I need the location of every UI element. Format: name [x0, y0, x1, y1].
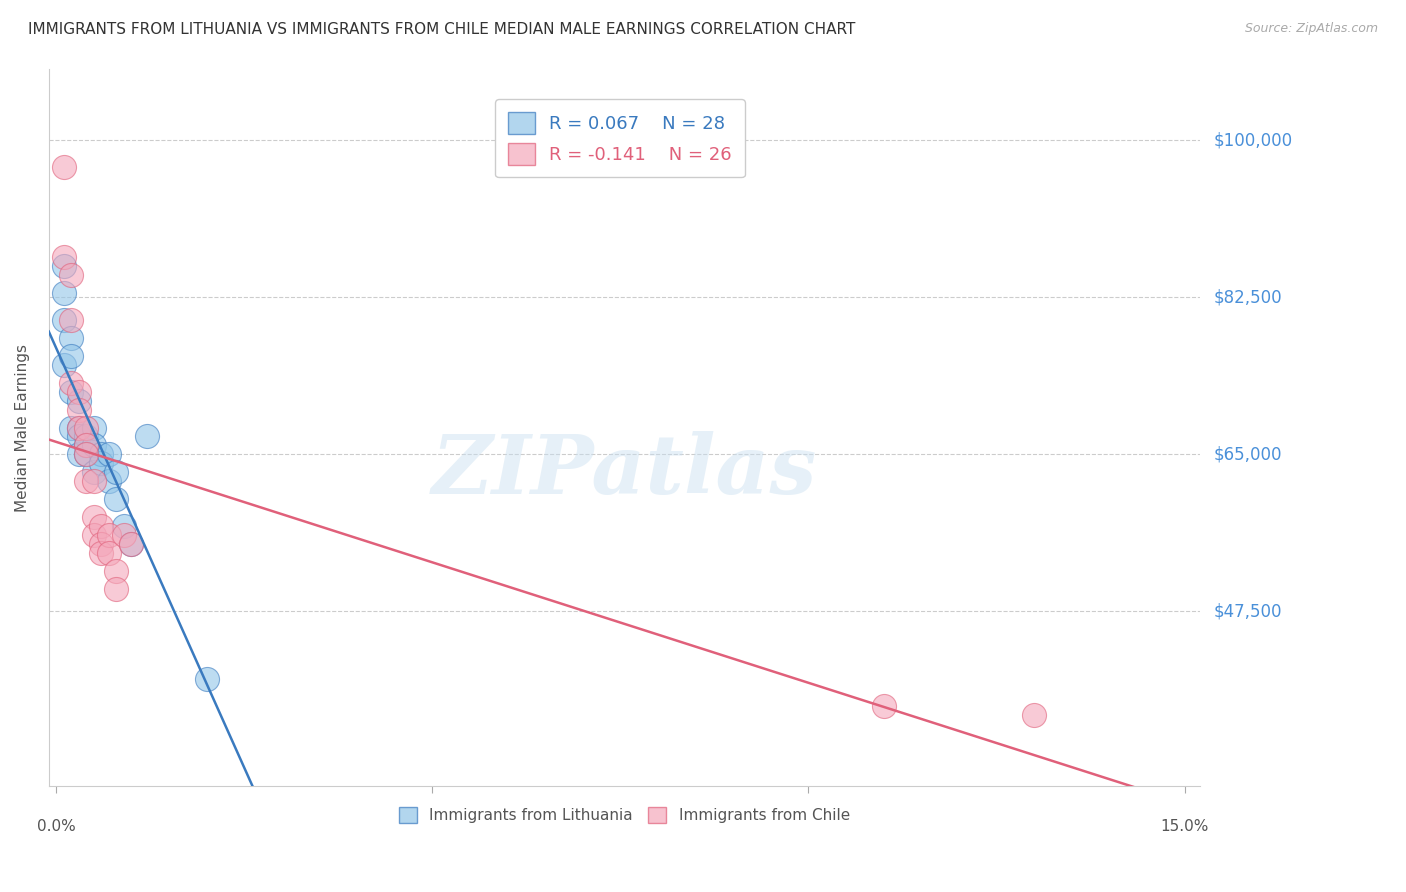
- Point: [121, 537, 143, 551]
- Point: [97, 528, 120, 542]
- Point: [75, 447, 97, 461]
- Point: [97, 447, 120, 461]
- Point: [60, 384, 83, 399]
- Point: [90, 447, 112, 461]
- Point: [75, 429, 97, 443]
- Point: [52, 259, 75, 273]
- Point: [112, 528, 135, 542]
- Point: [105, 564, 128, 578]
- Point: [83, 475, 105, 489]
- Text: 0.0%: 0.0%: [37, 819, 76, 834]
- Point: [67, 429, 90, 443]
- Text: IMMIGRANTS FROM LITHUANIA VS IMMIGRANTS FROM CHILE MEDIAN MALE EARNINGS CORRELAT: IMMIGRANTS FROM LITHUANIA VS IMMIGRANTS …: [28, 22, 855, 37]
- Point: [52, 160, 75, 174]
- Point: [67, 447, 90, 461]
- Point: [67, 402, 90, 417]
- Point: [121, 537, 143, 551]
- Point: [83, 510, 105, 524]
- Point: [97, 475, 120, 489]
- Point: [83, 466, 105, 480]
- Point: [75, 438, 97, 452]
- Point: [112, 519, 135, 533]
- Point: [52, 285, 75, 300]
- Point: [195, 672, 218, 686]
- Point: [67, 420, 90, 434]
- Point: [75, 475, 97, 489]
- Point: [1022, 707, 1045, 722]
- Y-axis label: Median Male Earnings: Median Male Earnings: [15, 343, 30, 511]
- Point: [60, 376, 83, 390]
- Point: [52, 313, 75, 327]
- Point: [90, 546, 112, 560]
- Point: [135, 429, 157, 443]
- Text: ZIPatlas: ZIPatlas: [432, 431, 817, 510]
- Point: [67, 393, 90, 408]
- Legend: Immigrants from Lithuania, Immigrants from Chile: Immigrants from Lithuania, Immigrants fr…: [392, 801, 856, 829]
- Text: $65,000: $65,000: [1213, 445, 1282, 464]
- Point: [83, 420, 105, 434]
- Point: [60, 268, 83, 282]
- Text: Source: ZipAtlas.com: Source: ZipAtlas.com: [1244, 22, 1378, 36]
- Point: [75, 438, 97, 452]
- Point: [83, 438, 105, 452]
- Point: [60, 313, 83, 327]
- Point: [105, 466, 128, 480]
- Point: [75, 447, 97, 461]
- Point: [90, 537, 112, 551]
- Point: [90, 457, 112, 471]
- Point: [105, 492, 128, 507]
- Point: [52, 358, 75, 372]
- Point: [90, 519, 112, 533]
- Text: $82,500: $82,500: [1213, 288, 1282, 306]
- Point: [60, 331, 83, 345]
- Point: [67, 420, 90, 434]
- Point: [67, 384, 90, 399]
- Point: [83, 528, 105, 542]
- Point: [60, 420, 83, 434]
- Point: [105, 582, 128, 596]
- Point: [97, 546, 120, 560]
- Point: [75, 420, 97, 434]
- Text: $47,500: $47,500: [1213, 602, 1282, 621]
- Point: [60, 349, 83, 363]
- Point: [872, 698, 894, 713]
- Text: 15.0%: 15.0%: [1160, 819, 1209, 834]
- Text: $100,000: $100,000: [1213, 131, 1292, 149]
- Point: [52, 250, 75, 264]
